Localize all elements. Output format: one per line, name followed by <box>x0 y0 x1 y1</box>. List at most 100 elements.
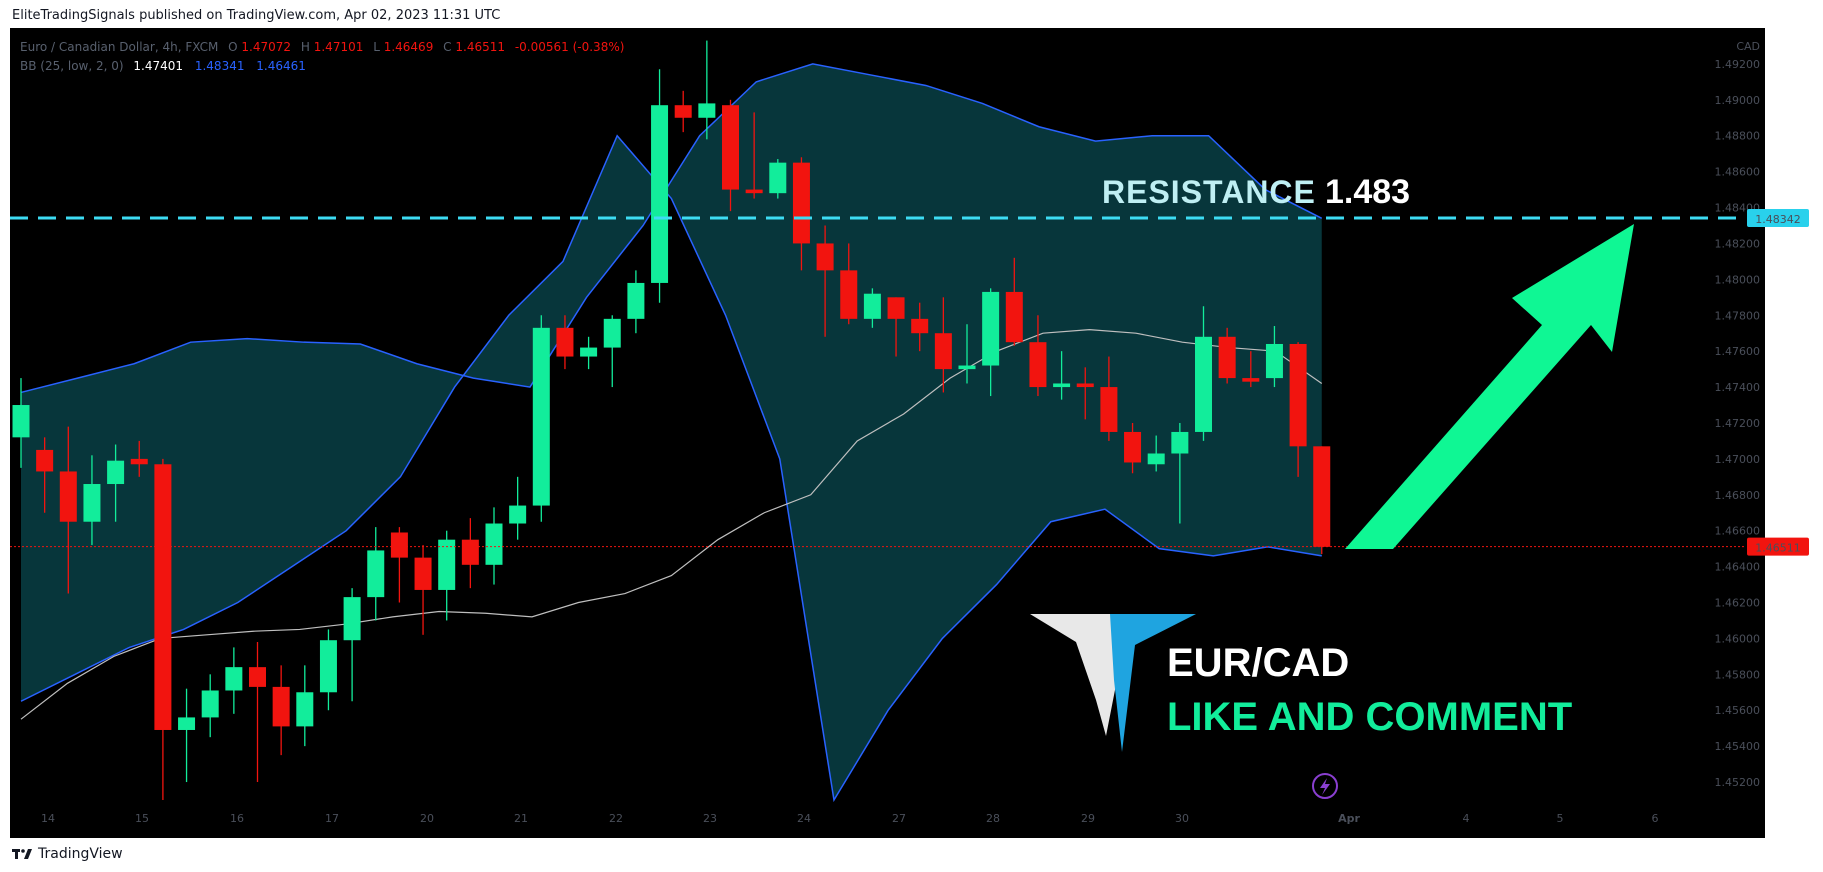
candle <box>107 444 125 522</box>
candle <box>461 518 479 589</box>
price-tick: 1.45600 <box>1715 704 1761 717</box>
candle <box>201 674 219 738</box>
candle <box>1005 257 1023 346</box>
candle-body <box>414 557 432 590</box>
band-basis-line <box>20 329 1323 720</box>
levels <box>10 216 1745 548</box>
candle-body <box>509 505 527 524</box>
time-tick: 22 <box>609 812 623 825</box>
candle <box>722 99 739 212</box>
candle-body <box>1100 387 1118 432</box>
resistance-label: RESISTANCE <box>1102 174 1316 210</box>
candle <box>1100 356 1118 441</box>
candle-body <box>107 460 125 485</box>
candle <box>390 527 408 603</box>
price-tick: 1.46800 <box>1715 489 1761 502</box>
candle-body <box>461 539 479 565</box>
candle <box>863 288 881 328</box>
currency-label: CAD <box>1736 40 1760 53</box>
legend-o-value: 1.47072 <box>241 40 291 54</box>
time-tick: 5 <box>1557 812 1564 825</box>
candle-body <box>59 471 77 522</box>
candle-body <box>178 717 196 730</box>
price-tick: 1.47400 <box>1715 381 1761 394</box>
price-tick: 1.48800 <box>1715 130 1761 143</box>
candle-body <box>1265 343 1283 379</box>
candle <box>1147 435 1165 472</box>
candle-body <box>863 293 881 319</box>
candle-body <box>319 640 337 693</box>
candle <box>36 437 54 513</box>
candle <box>1171 422 1189 524</box>
price-tick: 1.46200 <box>1715 597 1761 610</box>
legend-h-label: H <box>301 40 310 54</box>
band-upper-line <box>20 63 1323 394</box>
legend-o-label: O <box>228 40 237 54</box>
candle <box>319 629 337 711</box>
candle <box>1265 326 1283 388</box>
candle-body <box>390 532 408 558</box>
candle-body <box>154 464 172 730</box>
candle-body <box>201 690 219 718</box>
candle-body <box>1171 431 1189 454</box>
time-axis: 14 15 16 17 20 21 22 23 24 27 28 29 30 Apr 4 5 6 <box>41 812 1659 825</box>
candle-body <box>911 318 929 334</box>
lightning-glyph <box>1320 778 1330 795</box>
candle <box>367 527 385 621</box>
resistance-value: 1.483 <box>1325 173 1410 211</box>
candle-body <box>296 692 314 727</box>
legend-bb-basis: 1.47401 <box>133 59 183 73</box>
candle-body <box>674 105 692 118</box>
time-tick: 20 <box>420 812 434 825</box>
candle-body <box>1029 342 1047 388</box>
candle-body <box>651 105 669 283</box>
candle <box>154 458 172 800</box>
candle-body <box>485 523 503 565</box>
price-tick: 1.45400 <box>1715 740 1761 753</box>
candles <box>12 40 1331 800</box>
candle <box>792 157 810 271</box>
candle <box>12 378 30 468</box>
candle-body <box>438 539 456 590</box>
candle <box>509 476 527 540</box>
time-tick: Apr <box>1338 812 1360 825</box>
overlay: RESISTANCE 1.483 EUR/CAD LIKE AND COMMEN… <box>1030 173 1634 799</box>
candle <box>1076 367 1094 420</box>
price-tick: 1.46400 <box>1715 561 1761 574</box>
lightning-icon[interactable] <box>1312 773 1338 799</box>
candle-body <box>698 103 716 118</box>
legend-l-value: 1.46469 <box>384 40 434 54</box>
candle <box>651 69 669 303</box>
time-tick: 21 <box>514 812 528 825</box>
price-tick: 1.47200 <box>1715 417 1761 430</box>
candle <box>83 455 101 546</box>
axis-background <box>1745 28 1765 838</box>
candle <box>580 336 598 370</box>
price-tick: 1.48200 <box>1715 237 1761 250</box>
legend-bb-upper: 1.48341 <box>195 59 245 73</box>
candle-body <box>1005 291 1023 343</box>
footer-brand: TradingView <box>38 846 123 862</box>
time-tick: 4 <box>1463 812 1470 825</box>
candle-body <box>343 597 361 641</box>
candle <box>982 288 1000 397</box>
candle <box>745 112 763 199</box>
candle <box>532 315 550 522</box>
legend-c-value: 1.46511 <box>455 40 505 54</box>
candle-body <box>816 243 834 271</box>
cta-label: LIKE AND COMMENT <box>1167 695 1572 739</box>
candle <box>225 647 243 714</box>
candle-body <box>934 333 952 370</box>
candle-body <box>83 484 101 522</box>
time-tick: 24 <box>797 812 811 825</box>
time-tick: 29 <box>1081 812 1095 825</box>
candle-body <box>745 189 763 194</box>
pair-label: EUR/CAD <box>1167 641 1349 685</box>
candle <box>911 302 929 352</box>
candle-body <box>982 291 1000 366</box>
candle-body <box>722 105 739 190</box>
candle <box>1218 327 1236 384</box>
price-tick: 1.49000 <box>1715 94 1761 107</box>
time-tick: 28 <box>986 812 1000 825</box>
